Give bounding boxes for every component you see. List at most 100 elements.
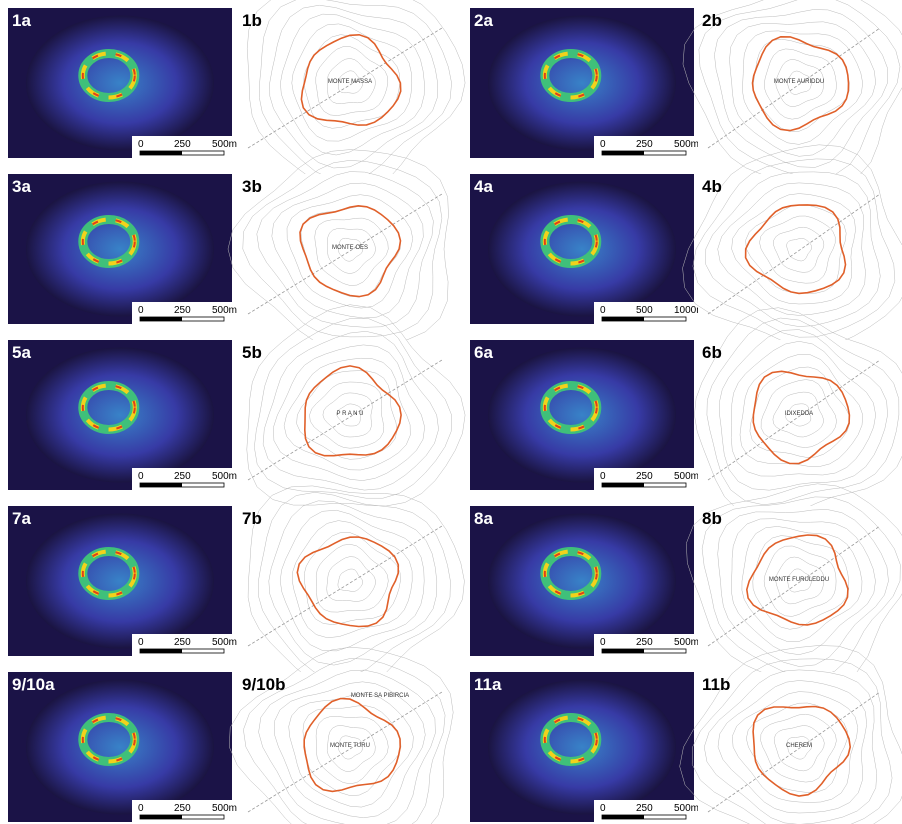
panel-label: 9/10b xyxy=(242,675,285,694)
scale-label: 0 xyxy=(138,305,144,316)
panel-label: 8b xyxy=(702,509,722,528)
scale-label: 500 xyxy=(636,305,653,316)
place-name: P R A N U xyxy=(337,411,364,417)
scale-bar xyxy=(140,483,182,487)
heatmap-panel: 7a 0 250 500m xyxy=(8,506,237,656)
panel-label: 4b xyxy=(702,177,722,196)
topo-panel: 5b P R A N U xyxy=(238,305,465,506)
panel-label: 8a xyxy=(474,509,493,528)
panel-label: 3b xyxy=(242,177,262,196)
panel-label: 1b xyxy=(242,11,262,30)
place-name: MONTE SA PIBIRCIA xyxy=(351,693,409,699)
topo-panel: 9/10b MONTE TURU MONTE SA PIBIRCIA xyxy=(229,647,462,824)
place-name: IDIXEDDA xyxy=(785,411,813,417)
page: 1a 0 250 500m 1b MONTE MASSA 2a 0 250 500m 2b MONTE… xyxy=(0,0,902,824)
panel-label: 7a xyxy=(12,509,31,528)
topo-panel: 3b MONTE OES xyxy=(228,150,462,349)
heatmap-blob xyxy=(26,182,214,317)
heatmap-blob xyxy=(488,348,676,483)
topo-panel: 1b MONTE MASSA xyxy=(238,0,465,193)
heatmap-blob xyxy=(26,680,214,815)
scale-bar xyxy=(140,649,182,653)
panel-label: 3a xyxy=(12,177,31,196)
panel-label: 7b xyxy=(242,509,262,528)
panel-label: 6a xyxy=(474,343,493,362)
place-name: CHEREM xyxy=(786,743,812,749)
scale-label: 250 xyxy=(174,471,191,482)
place-name: MONTE AURIDDU xyxy=(774,79,824,85)
scale-bar xyxy=(602,483,644,487)
topo-bg xyxy=(238,506,462,656)
scale-bar xyxy=(140,317,182,321)
panel-label: 9/10a xyxy=(12,675,55,694)
heatmap-panel: 2a 0 250 500m xyxy=(470,8,699,158)
scale-label: 500m xyxy=(212,637,237,648)
scale-label: 250 xyxy=(174,637,191,648)
heatmap-panel: 6a 0 250 500m xyxy=(470,340,699,490)
scale-label: 250 xyxy=(636,803,653,814)
scale-label: 500m xyxy=(674,803,699,814)
scale-label: 250 xyxy=(636,139,653,150)
scale-label: 500m xyxy=(674,471,699,482)
scale-bar xyxy=(602,649,644,653)
scale-label: 250 xyxy=(174,803,191,814)
scale-label: 0 xyxy=(600,637,606,648)
heatmap-blob xyxy=(26,16,214,151)
heatmap-blob xyxy=(488,680,676,815)
scale-label: 0 xyxy=(138,139,144,150)
heatmap-blob xyxy=(488,182,676,317)
scale-label: 500m xyxy=(212,305,237,316)
topo-panel: 2b MONTE AURIDDU xyxy=(683,0,902,188)
scale-label: 0 xyxy=(600,305,606,316)
heatmap-panel: 8a 0 250 500m xyxy=(470,506,699,656)
panel-label: 5b xyxy=(242,343,262,362)
panel-label: 4a xyxy=(474,177,493,196)
place-name: MONTE TURU xyxy=(330,743,370,749)
scale-label: 500m xyxy=(674,139,699,150)
place-name: MONTE OES xyxy=(332,245,368,251)
scale-label: 0 xyxy=(600,803,606,814)
panel-label: 2b xyxy=(702,11,722,30)
scale-label: 500m xyxy=(212,803,237,814)
scale-label: 0 xyxy=(600,471,606,482)
scale-label: 0 xyxy=(138,803,144,814)
heatmap-panel: 1a 0 250 500m xyxy=(8,8,237,158)
topo-panel: 8b MONTE FURULEDDU xyxy=(686,484,902,688)
scale-bar xyxy=(140,815,182,819)
heatmap-blob xyxy=(488,16,676,151)
scale-label: 250 xyxy=(636,637,653,648)
topo-panel: 7b xyxy=(238,486,464,691)
topo-panel: 4b xyxy=(683,145,902,348)
place-name: MONTE MASSA xyxy=(328,79,372,85)
scale-label: 250 xyxy=(174,305,191,316)
panel-label: 1a xyxy=(12,11,31,30)
figure: 1a 0 250 500m 1b MONTE MASSA 2a 0 250 500m 2b MONTE… xyxy=(0,0,902,824)
scale-bar xyxy=(602,317,644,321)
scale-label: 500m xyxy=(212,471,237,482)
topo-panel: 11b CHEREM xyxy=(680,646,902,824)
scale-bar xyxy=(602,151,644,155)
panel-label: 11b xyxy=(702,675,730,694)
panel-label: 6b xyxy=(702,343,722,362)
scale-label: 250 xyxy=(174,139,191,150)
panel-label: 2a xyxy=(474,11,493,30)
heatmap-panel: 3a 0 250 500m xyxy=(8,174,237,324)
heatmap-panel: 11a 0 250 500m xyxy=(470,672,699,822)
scale-bar xyxy=(602,815,644,819)
panel-label: 11a xyxy=(474,675,502,694)
scale-label: 0 xyxy=(600,139,606,150)
heatmap-blob xyxy=(26,514,214,649)
scale-bar xyxy=(140,151,182,155)
heatmap-panel: 9/10a 0 250 500m xyxy=(8,672,237,822)
scale-label: 500m xyxy=(674,637,699,648)
heatmap-panel: 5a 0 250 500m xyxy=(8,340,237,490)
scale-label: 0 xyxy=(138,637,144,648)
scale-label: 500m xyxy=(212,139,237,150)
heatmap-blob xyxy=(488,514,676,649)
place-name: MONTE FURULEDDU xyxy=(769,577,829,583)
scale-label: 250 xyxy=(636,471,653,482)
scale-label: 0 xyxy=(138,471,144,482)
panel-label: 5a xyxy=(12,343,31,362)
heatmap-blob xyxy=(26,348,214,483)
